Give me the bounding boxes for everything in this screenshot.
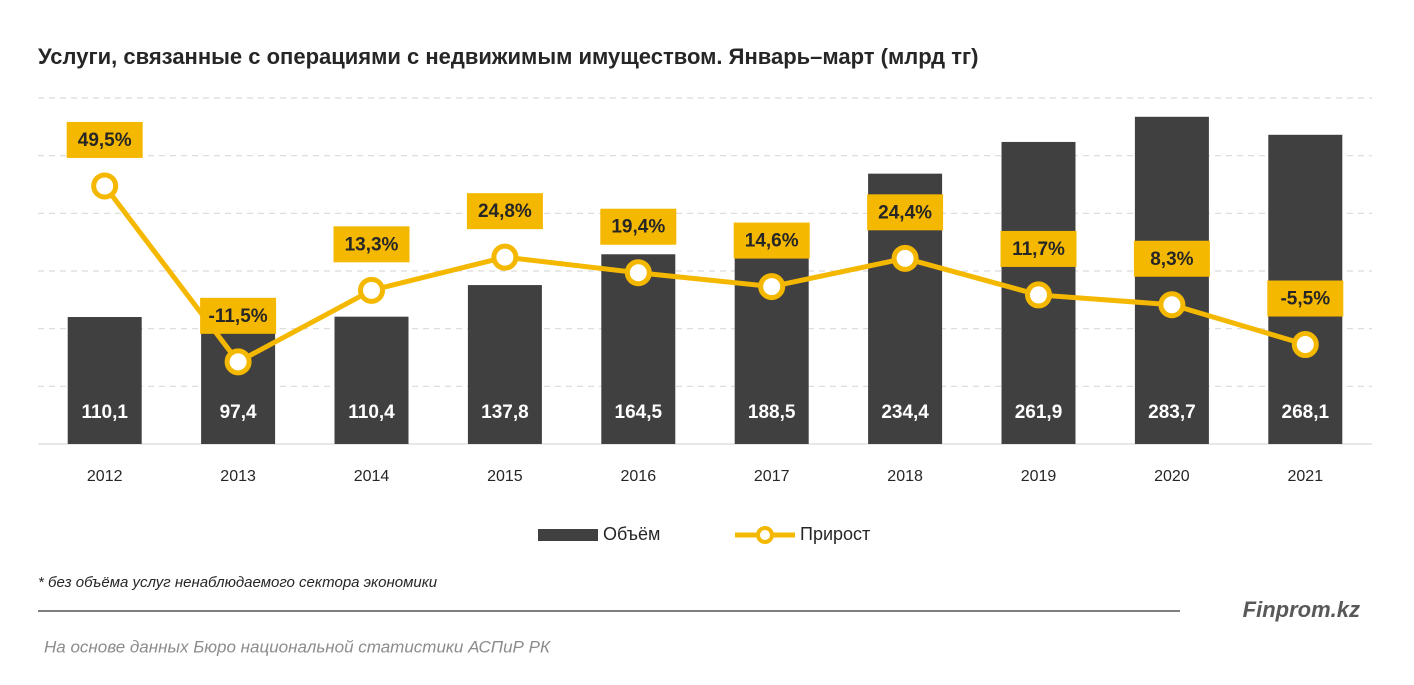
x-tick-label: 2017: [754, 468, 790, 485]
x-tick-label: 2020: [1154, 468, 1190, 485]
x-tick-label: 2012: [87, 468, 123, 485]
value-label-box: [466, 193, 543, 230]
value-label-box: [600, 208, 677, 245]
value-label-box: [200, 297, 277, 334]
line: [102, 184, 1307, 365]
value-label-box: [66, 121, 143, 158]
value-label-box: [1133, 240, 1210, 277]
line-marker: [1291, 331, 1319, 359]
line-value-label: 14,6%: [745, 231, 799, 252]
bar-value-label: 164,5: [615, 402, 663, 423]
line-value-label: 24,8%: [478, 201, 532, 222]
x-tick-label: 2013: [220, 468, 256, 485]
bar-value-label: 110,4: [348, 402, 395, 423]
bar: [1134, 116, 1209, 445]
line-marker: [91, 172, 119, 200]
bar-value-label: 268,1: [1282, 402, 1330, 423]
source: На основе данных Бюро национальной стати…: [44, 637, 551, 656]
bar-value-label: 97,4: [220, 402, 257, 423]
value-label-box: [1267, 280, 1344, 317]
bar-value-label: 234,4: [881, 402, 929, 423]
line-value-label: -11,5%: [209, 306, 268, 327]
chart-title: Услуги, связанные с операциями с недвижи…: [38, 44, 978, 69]
legend-label: Объём: [603, 524, 660, 544]
brand: Finprom.kz: [1243, 597, 1360, 622]
bar-value-label: 110,1: [81, 402, 128, 423]
x-tick-label: 2015: [487, 468, 523, 485]
line-value-label: 13,3%: [345, 234, 399, 255]
footnote: * без объёма услуг ненаблюдаемого сектор…: [38, 574, 438, 591]
x-tick-label: 2016: [621, 468, 657, 485]
x-tick-label: 2021: [1288, 468, 1324, 485]
line-value-label: 8,3%: [1150, 249, 1193, 270]
bar-value-label: 283,7: [1148, 402, 1196, 423]
x-tick-label: 2014: [354, 468, 390, 485]
line-marker: [224, 348, 252, 376]
x-tick-label: 2018: [887, 468, 923, 485]
value-label-box: [1000, 230, 1077, 267]
legend-label: Прирост: [800, 524, 870, 544]
bar: [67, 317, 142, 444]
bar: [334, 316, 409, 444]
bar-value-label: 261,9: [1015, 402, 1063, 423]
bar: [467, 285, 542, 444]
line-value-label: 11,7%: [1012, 239, 1065, 260]
line-marker: [358, 276, 385, 304]
line-value-label: -5,5%: [1280, 289, 1330, 310]
line-value-label: 24,4%: [878, 202, 932, 223]
line-value-label: 49,5%: [78, 130, 132, 151]
value-label-box: [867, 194, 944, 231]
bar-value-label: 188,5: [748, 402, 796, 423]
legend-swatch: [538, 529, 598, 541]
line-marker: [1025, 281, 1052, 309]
bar-value-label: 137,8: [481, 402, 529, 423]
line-marker: [491, 243, 519, 271]
value-label-box: [333, 226, 410, 263]
legend-swatch: [756, 526, 774, 544]
bar: [734, 226, 809, 444]
line-value-label: 19,4%: [611, 217, 665, 238]
line-marker: [758, 273, 786, 301]
line-marker: [1158, 291, 1186, 319]
line-marker: [624, 259, 652, 287]
x-tick-label: 2019: [1021, 468, 1057, 485]
value-label-box: [733, 222, 810, 259]
line-marker: [891, 244, 919, 272]
